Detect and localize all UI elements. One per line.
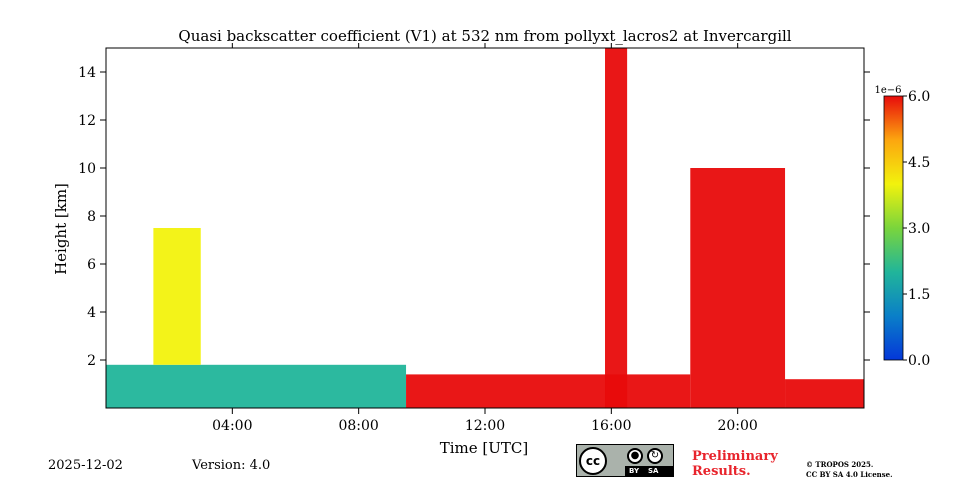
cc-by-label: BY [629, 467, 640, 475]
x-tick-label-3: 16:00 [591, 418, 631, 434]
copyright-line1: © TROPOS 2025. [806, 460, 874, 469]
colorbar-tick-label-4: 6.0 [908, 89, 930, 105]
y-tick-label-4: 10 [78, 161, 96, 177]
heatmap-layer-5 [785, 379, 864, 408]
x-tick-label-4: 20:00 [717, 418, 757, 434]
colorbar-exponent: 1e−6 [874, 85, 901, 96]
copyright-notice: © TROPOS 2025. CC BY SA 4.0 License. [806, 460, 893, 480]
preliminary-results-label: Preliminary Results. [692, 449, 778, 479]
x-axis-label: Time [UTC] [440, 439, 529, 457]
axes: 04:00 08:00 12:00 16:00 20:00 2 4 6 8 10 12 14 [78, 43, 870, 434]
colorbar-tick-label-3: 4.5 [908, 155, 930, 171]
x-tick-label-0: 04:00 [212, 418, 252, 434]
x-tick-label-2: 12:00 [465, 418, 505, 434]
cc-license-badge[interactable]: cc ● ↻ BY SA [576, 444, 674, 477]
y-tick-label-3: 8 [87, 209, 96, 225]
cc-logo-icon: cc [579, 447, 607, 475]
plot-area [106, 48, 864, 408]
colorbar [883, 95, 904, 361]
y-tick-label-1: 4 [87, 305, 96, 321]
date-label: 2025-12-02 [48, 458, 123, 473]
y-tick-label-0: 2 [87, 353, 96, 369]
heatmap-layer-3 [605, 48, 628, 408]
x-tick-label-1: 08:00 [338, 418, 378, 434]
heatmap-layer-1 [153, 228, 201, 365]
attribution-icon: ● [627, 448, 643, 464]
colorbar-tick-label-1: 1.5 [908, 287, 930, 303]
preliminary-line1: Preliminary [692, 449, 778, 464]
version-label: Version: 4.0 [192, 458, 271, 473]
cc-sa-label: SA [648, 467, 659, 475]
colorbar-tick-label-2: 3.0 [908, 221, 930, 237]
y-tick-label-2: 6 [87, 257, 96, 273]
y-tick-label-5: 12 [78, 113, 96, 129]
heatmap-layer-2 [406, 374, 691, 408]
heatmap-layer-4 [690, 168, 786, 408]
share-alike-icon: ↻ [647, 448, 663, 464]
preliminary-line2: Results. [692, 464, 751, 479]
colorbar-ticks: 0.0 1.5 3.0 4.5 6.0 [903, 89, 930, 369]
cc-strip [625, 466, 673, 476]
heatmap-layer-0 [106, 364, 407, 408]
copyright-line2: CC BY SA 4.0 License. [806, 470, 893, 479]
chart-title: Quasi backscatter coefficient (V1) at 53… [178, 27, 791, 45]
colorbar-tick-label-0: 0.0 [908, 353, 930, 369]
y-tick-label-6: 14 [78, 65, 96, 81]
y-axis-label: Height [km] [52, 183, 70, 275]
